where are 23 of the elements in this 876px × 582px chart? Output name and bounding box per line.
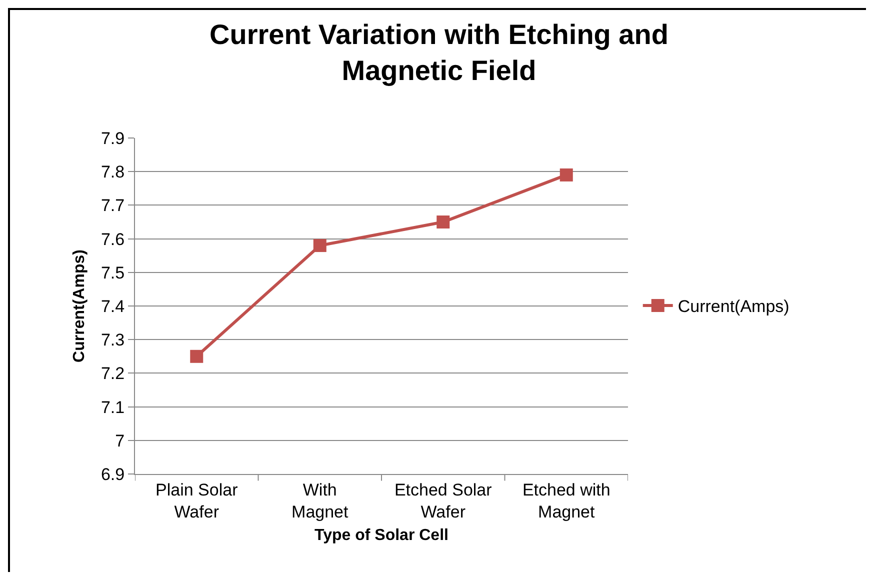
- y-tick-label: 7.5: [100, 263, 125, 282]
- point: [436, 216, 450, 228]
- legend-label: Current(Amps): [678, 297, 790, 316]
- y-tick-label: 7.4: [100, 296, 125, 316]
- point: [560, 168, 573, 182]
- point: [190, 350, 204, 363]
- y-tick-label: 6.9: [100, 464, 125, 484]
- y-tick-label: 7.7: [100, 196, 125, 216]
- y-tick-label: 7.2: [100, 364, 125, 384]
- x-tick-label: With Magnet: [292, 480, 349, 522]
- chart-title: Current Variation with Etching and Magnetic Field: [210, 18, 668, 86]
- y-axis-title: Current(Amps): [70, 250, 88, 362]
- y-tick-label: 7.9: [100, 128, 125, 148]
- y-tick-label: 7.8: [100, 162, 125, 182]
- point: [313, 239, 326, 252]
- y-tick-label: 7.3: [100, 330, 125, 350]
- x-axis-title: Type of Solar Cell: [314, 527, 448, 544]
- y-tick-label: 7.6: [100, 230, 125, 249]
- x-tick-label: Etched Solar Wafer: [394, 480, 492, 522]
- x-tick-label: Plain Solar Wafer: [156, 480, 238, 522]
- y-tick-label: 7.1: [100, 398, 125, 417]
- y-tick-label: 7: [115, 431, 125, 450]
- x-tick-label: Etched with Magnet: [522, 480, 610, 522]
